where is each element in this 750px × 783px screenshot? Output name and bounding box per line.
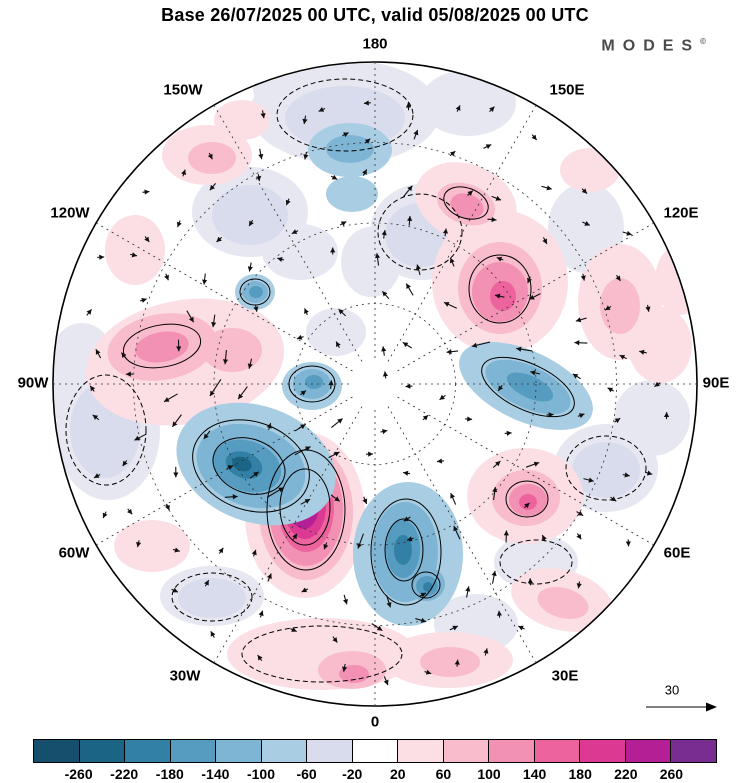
- colorbar-cell: [580, 740, 626, 762]
- copyright-mark: ©: [700, 37, 706, 46]
- colorbar-tick-label: -140: [201, 766, 230, 782]
- colorbar-tick-label: 140: [522, 766, 547, 782]
- colorbar-tick-label: -180: [155, 766, 184, 782]
- colorbar-tick-label: -260: [64, 766, 93, 782]
- contour-lines: [65, 78, 647, 683]
- colorbar: [33, 739, 717, 763]
- colorbar-tick-label: -60: [296, 766, 317, 782]
- colorbar-tick-label: -100: [246, 766, 276, 782]
- colorbar-tick-label: 180: [568, 766, 592, 782]
- colorbar-cell: [489, 740, 535, 762]
- lon-label-120W: 120W: [50, 204, 90, 222]
- colorbar-cell: [534, 740, 581, 762]
- colorbar-labels: -260 -220 -180 -140 -100 -60 -20 20 60 100 140 180 2…: [0, 766, 750, 782]
- colorbar-cell: [34, 740, 80, 762]
- colorbar-tick-label: 60: [435, 766, 452, 782]
- map-outline: [52, 61, 698, 707]
- colorbar-tick-label: 20: [390, 766, 406, 782]
- lon-label-90W: 90W: [17, 374, 49, 392]
- lon-label-30E: 30E: [551, 667, 579, 685]
- reference-arrow: [646, 702, 717, 712]
- colorbar-cell: [625, 740, 672, 762]
- polar-map-canvas: [52, 61, 717, 712]
- colorbar-tick-label: 220: [614, 766, 638, 782]
- colorbar-cell: [216, 740, 262, 762]
- chart-title: Base 26/07/2025 00 UTC, valid 05/08/2025…: [161, 5, 589, 25]
- colorbar-cell: [79, 740, 126, 762]
- colorbar-tick-label: -220: [110, 766, 139, 782]
- colorbar-cell: [170, 740, 217, 762]
- colorbar-cell: [398, 740, 444, 762]
- colorbar-cell: [352, 740, 399, 762]
- lon-label-0: 0: [370, 713, 380, 731]
- lon-label-180: 180: [362, 35, 388, 53]
- polar-map: 180 150W 150E 120W 120E 90W 90E 60W 60E 30W 30E 0: [17, 35, 730, 731]
- colorbar-cell: [443, 740, 490, 762]
- modes-logo-text: MODES: [601, 37, 701, 55]
- lon-label-60E: 60E: [663, 544, 691, 562]
- colorbar-cell: [261, 740, 308, 762]
- lon-label-60W: 60W: [58, 544, 90, 562]
- colorbar-cell: [671, 740, 716, 762]
- lon-label-30W: 30W: [169, 667, 201, 685]
- colorbar-tick-label: 260: [659, 766, 684, 782]
- colorbar-tick-label: -20: [342, 766, 363, 782]
- colorbar-tick-label: 100: [477, 766, 501, 782]
- colorbar-cell: [125, 740, 171, 762]
- lon-label-90E: 90E: [702, 374, 730, 392]
- lon-label-150E: 150E: [549, 81, 585, 99]
- lon-label-120E: 120E: [663, 204, 699, 222]
- lon-label-150W: 150W: [163, 81, 203, 99]
- modes-logo: MODES©: [601, 37, 706, 55]
- wind-vectors: [86, 100, 670, 686]
- reference-vector-label: 30: [664, 682, 680, 698]
- colorbar-cell: [307, 740, 353, 762]
